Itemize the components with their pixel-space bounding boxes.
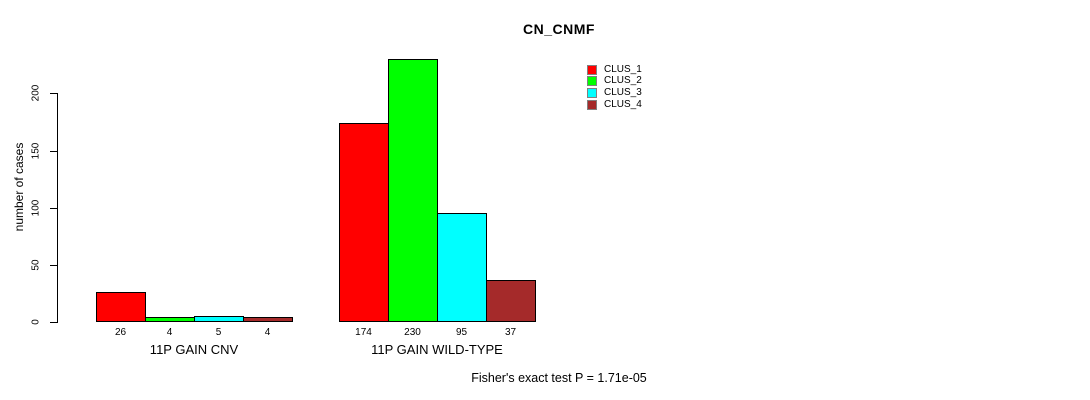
- y-axis-line: [57, 93, 58, 323]
- y-axis-tick: [50, 322, 57, 323]
- legend-swatch-icon: [587, 76, 597, 87]
- bar-value-label: 230: [404, 327, 421, 338]
- bar-clus_1-group1: [96, 292, 146, 322]
- y-axis-tick: [50, 264, 57, 266]
- y-axis-tick: [50, 93, 57, 95]
- y-axis-tick: [50, 207, 57, 209]
- legend-item-clus_3: CLUS_3: [587, 87, 642, 99]
- legend-swatch-icon: [587, 99, 597, 110]
- y-axis-tick-label: 150: [30, 142, 42, 159]
- bar-value-label: 95: [455, 327, 468, 338]
- y-axis-tick-label: 50: [30, 259, 42, 271]
- legend-swatch-icon: [587, 64, 597, 75]
- y-axis-tick-label: 200: [30, 85, 42, 102]
- bar-clus_1-group2: [339, 123, 389, 322]
- legend-label: CLUS_2: [604, 75, 642, 87]
- bar-clus_2-group1: [145, 317, 195, 322]
- legend-label: CLUS_1: [604, 63, 642, 75]
- legend-swatch-icon: [587, 87, 597, 98]
- group-label-2: 11P GAIN WILD-TYPE: [371, 342, 503, 357]
- legend-item-clus_4: CLUS_4: [587, 99, 642, 111]
- y-axis-label: number of cases: [12, 142, 26, 232]
- bar-value-label: 37: [504, 327, 517, 338]
- bar-clus_3-group1: [194, 316, 244, 322]
- bar-clus_4-group1: [243, 317, 293, 322]
- bar-clus_4-group2: [486, 280, 536, 322]
- chart-title: CN_CNMF: [523, 21, 595, 37]
- bar-value-label: 4: [264, 327, 271, 338]
- bar-value-label: 26: [114, 327, 127, 338]
- y-axis-tick-label: 100: [30, 199, 42, 217]
- bar-value-label: 5: [215, 327, 222, 338]
- y-axis-tick: [50, 150, 57, 152]
- bar-value-label: 4: [166, 327, 173, 338]
- bar-clus_3-group2: [437, 213, 487, 322]
- legend-label: CLUS_3: [604, 86, 642, 98]
- legend: CLUS_1 CLUS_2 CLUS_3 CLUS_4: [587, 64, 642, 110]
- stat-annotation: Fisher's exact test P = 1.71e-05: [471, 371, 647, 385]
- bar-value-label: 174: [355, 327, 372, 338]
- y-axis-tick-label: 0: [30, 319, 42, 325]
- legend-item-clus_1: CLUS_1: [587, 64, 642, 76]
- group-label-1: 11P GAIN CNV: [149, 342, 239, 357]
- legend-item-clus_2: CLUS_2: [587, 76, 642, 88]
- bar-clus_2-group2: [388, 59, 438, 322]
- legend-label: CLUS_4: [604, 98, 642, 110]
